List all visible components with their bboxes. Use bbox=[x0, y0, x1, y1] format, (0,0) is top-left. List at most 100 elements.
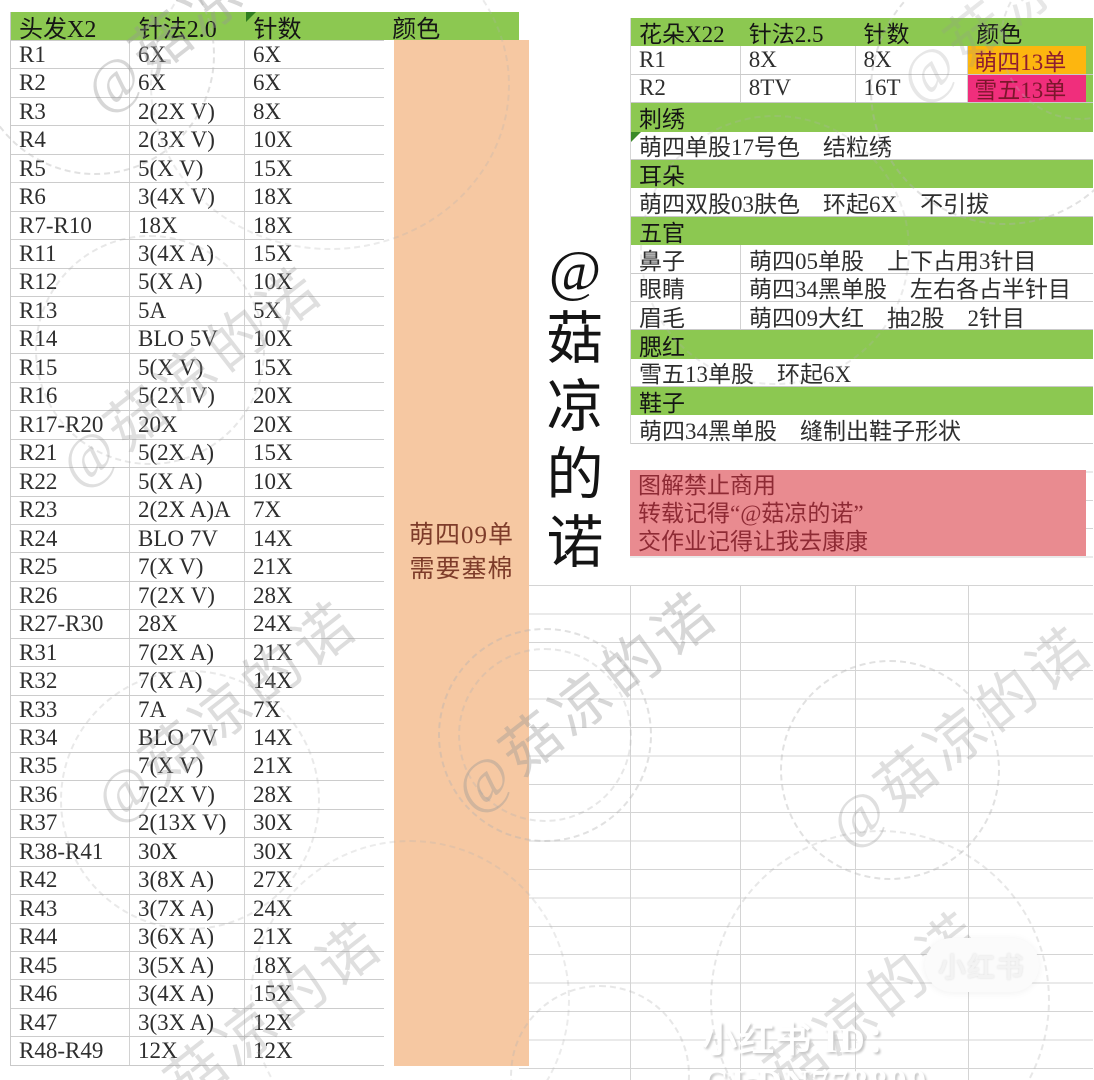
count-cell: 16T bbox=[856, 74, 969, 103]
count-cell: 6X bbox=[253, 41, 282, 67]
stitch-cell: 6X bbox=[130, 41, 245, 69]
table-row: R25 7(X V) 21X bbox=[11, 552, 384, 581]
stitch-cell: 3(7X A) bbox=[130, 895, 245, 923]
stitch-cell: 3(6X A) bbox=[130, 923, 245, 951]
count-cell: 15X bbox=[253, 241, 293, 267]
stitch-cell: 7(X A) bbox=[130, 667, 245, 695]
notice-line: 图解禁止商用 bbox=[638, 473, 776, 498]
stitch-cell: 3(4X V) bbox=[130, 183, 245, 211]
count-cell: 15X bbox=[253, 440, 293, 466]
stitch-cell: 5(X A) bbox=[130, 268, 245, 297]
stitch-cell: 30X bbox=[130, 838, 245, 866]
row-label-cell: R27-R30 bbox=[11, 610, 130, 638]
count-cell: 14X bbox=[253, 724, 293, 750]
count-cell: 10X bbox=[253, 326, 293, 352]
row-label-cell: R15 bbox=[11, 354, 130, 382]
count-cell: 15X bbox=[253, 155, 293, 181]
count-cell: 15X bbox=[253, 981, 293, 1007]
watermark-char: @ bbox=[548, 240, 602, 303]
table-row: R23 2(2X A)A 7X bbox=[11, 495, 384, 524]
table-row: R3 2(2X V) 8X bbox=[11, 96, 384, 126]
face-part-cell: 眼睛 bbox=[631, 273, 741, 302]
table-row: R36 7(2X V) 28X bbox=[11, 780, 384, 809]
stitch-cell: 7(2X V) bbox=[130, 781, 245, 809]
row-label-cell: R1 bbox=[631, 46, 741, 74]
count-cell: 21X bbox=[253, 554, 293, 580]
row-label-cell: R34 bbox=[11, 724, 130, 752]
count-cell: 30X bbox=[253, 810, 293, 836]
count-cell: 6X bbox=[253, 70, 282, 96]
table-row: R1 6X 6X bbox=[11, 40, 384, 69]
grid-vline bbox=[855, 585, 856, 1080]
watermark-char: 诺 bbox=[546, 512, 604, 575]
table-row: R33 7A 7X bbox=[11, 694, 384, 724]
notice-line: 转载记得“@菇凉的诺” bbox=[638, 501, 864, 526]
table-row: R12 5(X A) 10X bbox=[11, 267, 384, 297]
watermark-char: 的 bbox=[546, 444, 604, 507]
count-cell: 5X bbox=[253, 297, 282, 323]
row-label-cell: R1 bbox=[11, 41, 130, 69]
table-row: R13 5A 5X bbox=[11, 296, 384, 325]
table-row: R16 5(2X V) 20X bbox=[11, 381, 384, 411]
green-edge-cell bbox=[1086, 46, 1093, 74]
stitch-cell: 5(2X V) bbox=[130, 382, 245, 411]
green-edge-cell bbox=[1086, 74, 1093, 103]
stitch-cell: 7(2X A) bbox=[130, 638, 245, 667]
row-label-cell: R7-R10 bbox=[11, 211, 130, 240]
row-label-cell: R23 bbox=[11, 496, 130, 524]
section-header-embroidery: 刺绣 bbox=[631, 103, 1093, 132]
stitch-cell: 3(5X A) bbox=[130, 952, 245, 980]
count-cell: 30X bbox=[253, 838, 293, 864]
row-label-cell: R6 bbox=[11, 183, 130, 211]
count-cell: 21X bbox=[253, 753, 293, 779]
hair-color-merged-cell: 萌四09单 需要塞棉 bbox=[394, 40, 529, 1066]
count-cell: 15X bbox=[253, 354, 293, 380]
count-cell: 10X bbox=[253, 269, 293, 295]
count-cell: 12X bbox=[253, 1038, 293, 1064]
color-cell-orange: 萌四13单 bbox=[968, 46, 1087, 75]
stitch-cell: 12X bbox=[130, 1037, 245, 1065]
color-note-line: 需要塞棉 bbox=[409, 556, 514, 583]
count-cell: 21X bbox=[253, 924, 293, 950]
count-cell: 14X bbox=[253, 668, 293, 694]
grid-vline bbox=[968, 585, 969, 1080]
section-header-shoes: 鞋子 bbox=[631, 387, 1093, 416]
header-color: 颜色 bbox=[976, 22, 1023, 48]
flower-table-header: 花朵X22 针法2.5 针数 颜色 bbox=[631, 18, 1093, 48]
face-note-cell: 萌四09大红 抽2股 2针目 bbox=[749, 305, 1025, 331]
table-row: R43 3(7X A) 24X bbox=[11, 894, 384, 923]
table-row: R7-R10 18X 18X bbox=[11, 210, 384, 240]
section-header-face: 五官 bbox=[631, 216, 1093, 246]
header-stitch: 针法2.0 bbox=[138, 16, 217, 43]
row-label-cell: R3 bbox=[11, 97, 130, 126]
row-label-cell: R44 bbox=[11, 923, 130, 951]
stitch-cell: 2(3X V) bbox=[130, 126, 245, 154]
table-row: R27-R30 28X 24X bbox=[11, 609, 384, 638]
stitch-cell: 5(X V) bbox=[130, 154, 245, 183]
flower-table: 花朵X22 针法2.5 针数 颜色 R1 8X 8X 萌四13单 R2 8TV … bbox=[630, 18, 1093, 444]
face-row: 眼睛 萌四34黑单股 左右各占半针目 bbox=[631, 273, 1093, 302]
face-rows: 鼻子 萌四05单股 上下占用3针目 眼睛 萌四34黑单股 左右各占半针目 眉毛 … bbox=[631, 245, 1093, 331]
stitch-cell: 7(X V) bbox=[130, 752, 245, 781]
row-label-cell: R26 bbox=[11, 581, 130, 610]
table-row: R11 3(4X A) 15X bbox=[11, 239, 384, 268]
count-cell: 20X bbox=[253, 383, 293, 409]
header-color: 颜色 bbox=[392, 16, 441, 43]
row-label-cell: R2 bbox=[631, 74, 741, 103]
section-note-embroidery: 萌四单股17号色 结粒绣 bbox=[631, 131, 1093, 160]
table-row: R34 BLO 7V 14X bbox=[11, 723, 384, 752]
table-row: R22 5(X A) 10X bbox=[11, 467, 384, 496]
table-row: R6 3(4X V) 18X bbox=[11, 182, 384, 211]
table-row: R31 7(2X A) 21X bbox=[11, 637, 384, 667]
table-row: R4 2(3X V) 10X bbox=[11, 125, 384, 154]
row-label-cell: R24 bbox=[11, 524, 130, 553]
table-row: R32 7(X A) 14X bbox=[11, 666, 384, 695]
face-note-cell: 萌四05单股 上下占用3针目 bbox=[749, 248, 1037, 274]
row-label-cell: R47 bbox=[11, 1008, 130, 1037]
table-row: R24 BLO 7V 14X bbox=[11, 523, 384, 553]
row-label-cell: R4 bbox=[11, 126, 130, 154]
table-row: R14 BLO 5V 10X bbox=[11, 324, 384, 354]
stitch-cell: 2(2X V) bbox=[130, 97, 245, 126]
count-cell: 20X bbox=[253, 411, 293, 437]
